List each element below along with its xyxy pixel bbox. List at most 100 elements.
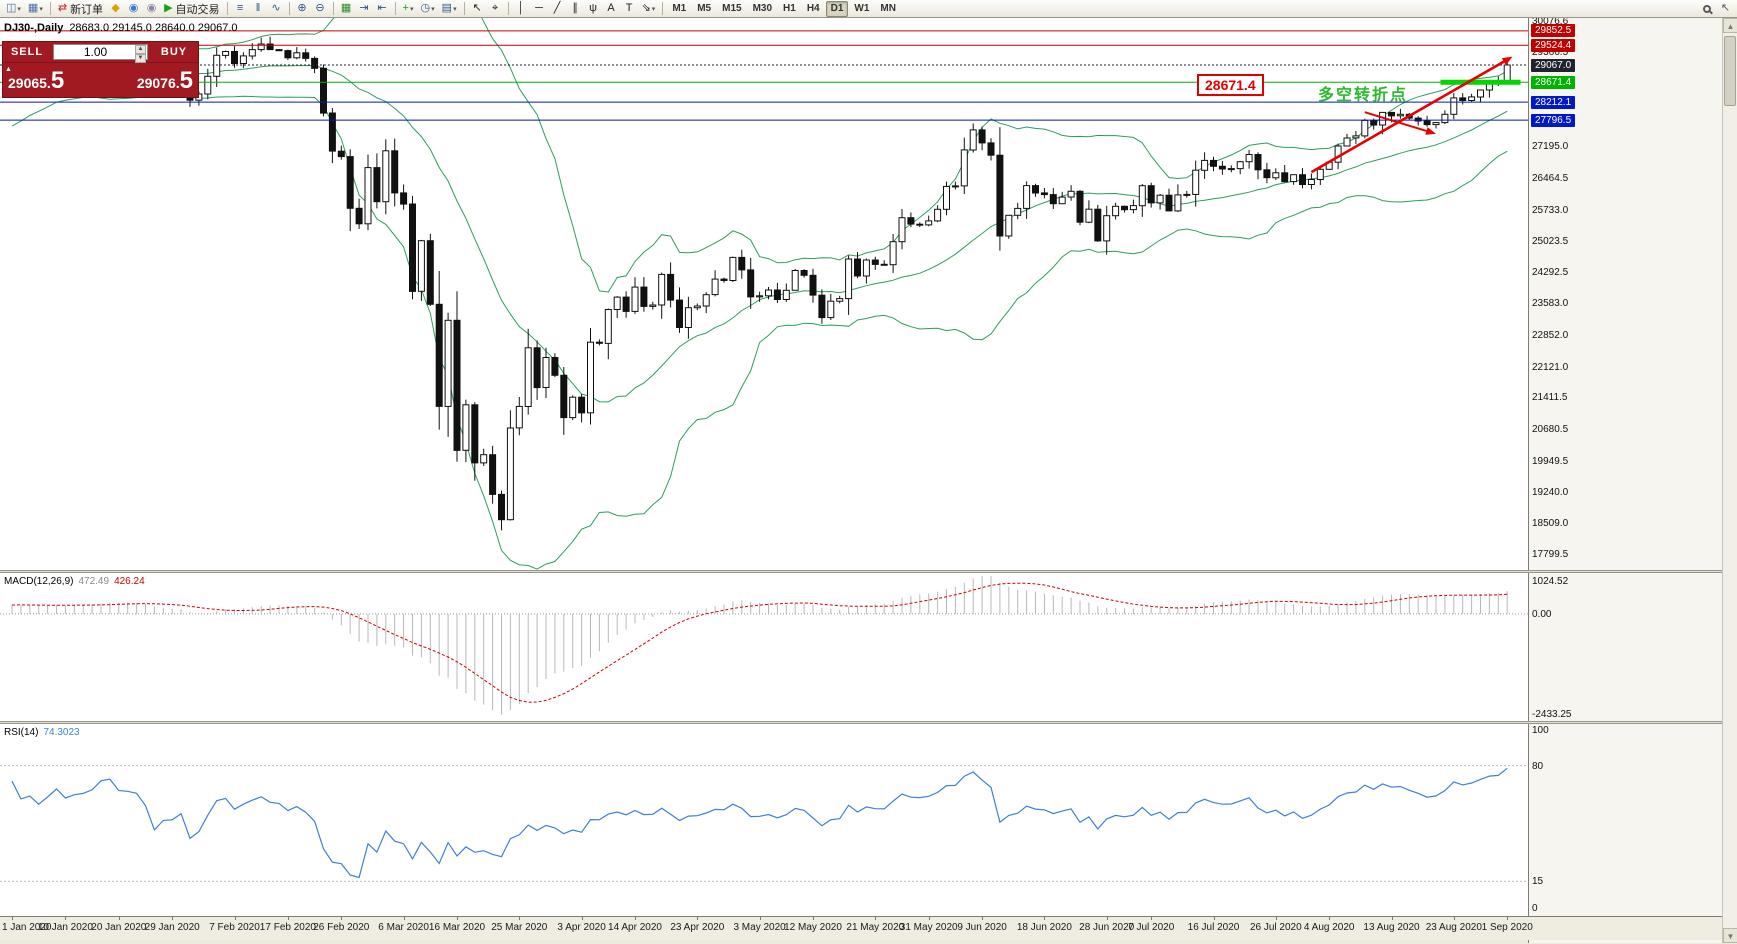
timeframe-D1-button[interactable]: D1 xyxy=(825,0,849,17)
time-axis-tick xyxy=(172,917,174,920)
timeframe-H1-button[interactable]: H1 xyxy=(783,3,796,14)
time-axis-label: 3 Apr 2020 xyxy=(557,922,606,933)
auto-scroll-button[interactable]: ⇥ xyxy=(356,1,373,17)
price-axis[interactable]: 30076.6 29366.5 27195.0 26464.5 25733.0 25023… xyxy=(1528,16,1722,943)
tile-windows-button-icon: ▦ xyxy=(340,2,352,14)
trade-panel-collapse-icon[interactable]: ▲ xyxy=(5,66,12,73)
profiles-button[interactable]: ▦ ▾ xyxy=(25,1,46,17)
vertical-line-button[interactable]: │ xyxy=(513,1,530,17)
panel-splitter[interactable] xyxy=(0,570,1722,573)
cursor-button[interactable]: ↖ xyxy=(469,1,486,17)
timeframe-W1-button[interactable]: W1 xyxy=(854,3,870,14)
time-axis-tick xyxy=(635,917,636,920)
time-axis[interactable]: 1 Jan 2020 10 Jan 2020 20 Jan 2020 29 Jan 2… xyxy=(0,916,1722,940)
price-axis-tick: 19949.5 xyxy=(1532,455,1569,467)
time-axis-tick xyxy=(65,917,67,920)
main-chart-panel[interactable]: DJ30-,Daily 28683.0 29145.0 28640.0 29067… xyxy=(0,18,1528,570)
metaeditor-button[interactable]: ◆ xyxy=(107,1,124,17)
experts-button[interactable]: ◉ xyxy=(125,1,142,17)
price-axis-tick: 20680.5 xyxy=(1532,424,1569,435)
autotrading-button[interactable]: ▶ 自动交易 xyxy=(161,1,222,17)
turning-point-label[interactable]: 多空转折点 xyxy=(1318,87,1409,104)
timeframe-M1-button[interactable]: M1 xyxy=(672,3,687,14)
templates-button-icon: ▤ xyxy=(441,2,453,14)
pointer-button[interactable]: ↖ xyxy=(1717,1,1734,17)
crosshair-button[interactable]: ⌖ xyxy=(487,1,504,17)
bar-chart-button[interactable]: ≡ xyxy=(232,1,249,17)
channel-button[interactable]: ∥ xyxy=(567,1,584,17)
volume-down-icon[interactable]: ▼ xyxy=(135,54,146,63)
volume-up-icon[interactable]: ▲ xyxy=(135,45,146,54)
label-button[interactable]: T xyxy=(621,1,638,17)
volume-input[interactable] xyxy=(54,44,147,60)
time-axis-tick xyxy=(759,917,761,920)
zoom-in-button[interactable]: ⊕ xyxy=(294,1,311,17)
time-axis-label: 10 Jan 2020 xyxy=(37,922,93,933)
periods-button-icon: ◷ xyxy=(420,2,431,14)
vertical-scrollbar[interactable]: ▲ ▼ xyxy=(1722,18,1737,943)
toolbar-separator xyxy=(463,2,465,15)
line-chart-button-icon: ∿ xyxy=(271,2,281,14)
price-level-annotation[interactable]: 28671.4 xyxy=(1197,74,1264,96)
trendline-button[interactable]: ╱ xyxy=(549,1,566,17)
volume-box: ▲▼ xyxy=(53,44,148,63)
price-axis-tick: 24292.5 xyxy=(1532,267,1569,279)
text-button[interactable]: A xyxy=(603,1,620,17)
timeframe-H4-button[interactable]: H4 xyxy=(806,3,820,14)
chart-title: DJ30-,Daily 28683.0 29145.0 28640.0 29067… xyxy=(4,22,238,34)
new-order-button[interactable]: ⇄ 新订单 xyxy=(55,1,106,17)
macd-label: MACD(12,26,9) 472.49 426.24 xyxy=(4,576,145,587)
timeframe-M30-button[interactable]: M30 xyxy=(752,3,773,14)
periods-button[interactable]: ◷ ▾ xyxy=(418,1,438,17)
new-chart-button[interactable]: ◫ ▾ xyxy=(3,1,24,17)
time-axis-label: 26 Jul 2020 xyxy=(1249,922,1302,933)
timeframe-M5-button[interactable]: M5 xyxy=(697,3,712,14)
buy-price[interactable]: 29076.5 xyxy=(136,67,193,94)
search-button[interactable] xyxy=(1698,1,1715,17)
time-axis-tick xyxy=(581,917,583,920)
chart-ohlc-values: 28683.0 29145.0 28640.0 29067.0 xyxy=(69,22,238,34)
time-axis-label: 13 Aug 2020 xyxy=(1363,922,1420,933)
macd-signal-value: 426.24 xyxy=(114,576,145,587)
scroll-up-arrow[interactable]: ▲ xyxy=(1723,18,1737,33)
buy-button[interactable]: BUY xyxy=(160,46,188,58)
candlestick-chart-button-icon: ‖ xyxy=(255,2,261,14)
panel-splitter[interactable] xyxy=(0,721,1722,724)
toolbar-separator xyxy=(332,2,334,15)
dropdown-caret-icon: ▾ xyxy=(651,5,656,13)
toolbar-separator xyxy=(49,2,51,15)
scroll-down-arrow[interactable]: ▼ xyxy=(1723,928,1737,943)
sell-price-pips: 5 xyxy=(50,67,65,94)
templates-button[interactable]: ▤ ▾ xyxy=(439,1,460,17)
arrows-button[interactable]: ⇘ ▾ xyxy=(639,1,659,17)
chart-shift-button[interactable]: ⇤ xyxy=(374,1,391,17)
line-chart-button[interactable]: ∿ xyxy=(268,1,285,17)
price-axis-tick: 25733.0 xyxy=(1532,204,1569,216)
time-axis-tick xyxy=(813,917,814,920)
search-icon xyxy=(1702,4,1711,13)
macd-axis-tick: -2433.25 xyxy=(1532,709,1572,720)
time-axis-label: 23 Aug 2020 xyxy=(1425,922,1482,933)
community-button[interactable]: ◉ xyxy=(143,1,160,17)
zoom-out-button[interactable]: ⊖ xyxy=(312,1,329,17)
community-button-icon: ◉ xyxy=(146,2,157,14)
timeframe-MN-button[interactable]: MN xyxy=(880,3,896,14)
sell-price[interactable]: 29065.5 xyxy=(8,67,65,94)
timeframe-M15-button[interactable]: M15 xyxy=(722,3,742,14)
volume-stepper[interactable]: ▲ ▼ xyxy=(135,45,146,63)
toolbar-separator xyxy=(394,2,396,15)
metaeditor-button-icon: ◆ xyxy=(111,2,120,14)
scrollbar-thumb[interactable] xyxy=(1724,36,1736,106)
tile-windows-button[interactable]: ▦ xyxy=(338,1,355,17)
price-level-label: 29852.5 xyxy=(1531,24,1576,38)
rsi-panel[interactable]: RSI(14) 74.3023 xyxy=(0,724,1528,916)
horizontal-line-button[interactable]: ─ xyxy=(531,1,548,17)
arrows-button-icon: ⇘ xyxy=(641,2,651,14)
fibonacci-button[interactable]: ψ xyxy=(585,1,602,17)
macd-panel[interactable]: MACD(12,26,9) 472.49 426.24 xyxy=(0,573,1528,721)
indicators-button[interactable]: + ▾ xyxy=(400,1,417,17)
sell-button[interactable]: SELL xyxy=(10,46,44,58)
profiles-button-icon: ▦ xyxy=(27,2,39,14)
candlestick-chart-button[interactable]: ‖ xyxy=(250,1,267,17)
bar-chart-button-icon: ≡ xyxy=(236,2,244,14)
